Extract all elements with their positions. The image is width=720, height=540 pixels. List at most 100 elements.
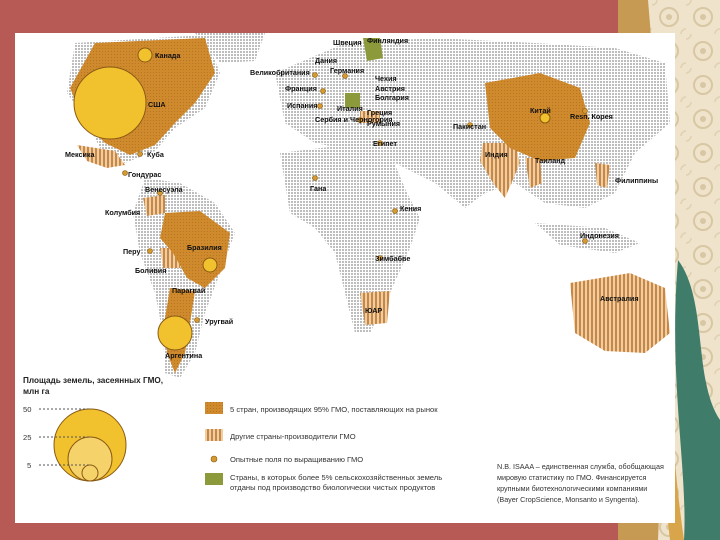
region-australia: [570, 273, 670, 353]
legend-swatch-other: [205, 429, 223, 441]
scale-title: Площадь земель, засеянных ГМО,: [23, 376, 163, 385]
label-australia: Австралия: [600, 294, 639, 303]
label-austria: Австрия: [375, 84, 405, 93]
region-thailand: [525, 158, 542, 188]
label-ghana: Гана: [310, 184, 327, 193]
label-cuba: Куба: [147, 150, 165, 159]
legend-swatch-major: [205, 402, 223, 414]
label-colombia: Колумбия: [105, 208, 140, 217]
dot-honduras: [122, 170, 128, 176]
label-indonesia: Индонезия: [580, 231, 619, 240]
dot-uruguay: [194, 317, 200, 323]
legend-text-other: Другие страны-производители ГМО: [230, 432, 356, 441]
region-india: [480, 143, 520, 198]
legend-swatch-organic: [205, 473, 223, 485]
region-romania: [360, 111, 380, 123]
gmo-area-circles: [73, 47, 551, 351]
note-line-4: (Bayer CropScience, Monsanto и Syngenta)…: [497, 495, 640, 504]
dot-korea: [582, 108, 588, 114]
label-kenya: Кения: [400, 204, 421, 213]
region-finland: [363, 38, 383, 61]
label-honduras: Гондурас: [128, 170, 161, 179]
dot-venezuela: [157, 190, 163, 196]
label-serbia: Сербия и Черногория: [315, 115, 393, 124]
label-canada: Канада: [155, 51, 181, 60]
label-italy: Италия: [337, 104, 363, 113]
region-china: [485, 73, 590, 161]
isaaa-note: N.B. ISAAA – единственная служба, обобща…: [497, 462, 664, 504]
label-venezuela: Венесуэла: [145, 185, 184, 194]
area-scale-legend: Площадь земель, засеянных ГМО, млн га 50…: [23, 376, 163, 482]
label-uruguay: Уругвай: [205, 317, 233, 326]
field-trial-dots: [122, 72, 588, 323]
label-philippines: Филиппины: [615, 176, 658, 185]
label-greece: Греция: [367, 108, 392, 117]
other-producers: [77, 111, 670, 353]
note-line-3: крупными биотехнологическими компаниями: [497, 484, 647, 493]
label-bulgaria: Болгария: [375, 93, 409, 102]
region-philippines: [595, 163, 610, 188]
legend-organic-line1: Страны, в которых более 5% сельскохозяйс…: [230, 473, 442, 482]
dot-spain: [317, 103, 323, 109]
region-mexico: [77, 145, 125, 168]
circle-argentina: [157, 315, 193, 351]
label-egypt: Египет: [373, 139, 397, 148]
label-denmark: Дания: [315, 56, 337, 65]
dot-france: [320, 88, 326, 94]
dot-peru: [147, 248, 153, 254]
label-korea: Resп. Корея: [570, 112, 613, 121]
scale-unit: млн га: [23, 387, 50, 396]
scale-tick-50: 50: [23, 405, 31, 414]
legend-organic-line2: отданы под производство биологически чис…: [230, 483, 435, 492]
label-france: Франция: [285, 84, 317, 93]
label-sweden: Швеция: [333, 38, 362, 47]
legend-text-organic: Страны, в которых более 5% сельскохозяйс…: [230, 473, 444, 492]
dot-uk: [312, 72, 318, 78]
dot-greece: [357, 117, 363, 123]
circle-canada: [137, 47, 153, 63]
dot-cuba: [137, 151, 143, 157]
circle-usa: [73, 66, 147, 140]
label-usa: США: [148, 100, 166, 109]
legend-text-major: 5 стран, производящих 95% ГМО, поставляю…: [230, 405, 438, 414]
indonesia-land: [535, 223, 640, 253]
dot-indonesia: [582, 238, 588, 244]
dot-egypt: [377, 140, 383, 146]
label-thailand: Таиланд: [535, 156, 566, 165]
note-line-2: мировую статистику по ГМО. Финансируется: [497, 473, 646, 482]
region-austria-italy: [345, 93, 360, 108]
label-argentina: Аргентина: [165, 351, 203, 360]
label-pakistan: Пакистан: [453, 122, 486, 131]
africa-land: [280, 145, 420, 333]
eurasia-land: [275, 38, 670, 208]
note-line-1: N.B. ISAAA – единственная служба, обобща…: [497, 462, 664, 471]
dot-ghana: [312, 175, 318, 181]
label-germany: Германия: [330, 66, 364, 75]
greenland-land: [195, 33, 265, 63]
gmo-world-map: Канада США Мексика Куба Гондурас Венесуэ…: [23, 33, 670, 504]
label-bolivia: Боливия: [135, 266, 166, 275]
country-labels: Канада США Мексика Куба Гондурас Венесуэ…: [65, 36, 658, 360]
dot-kenya: [392, 208, 398, 214]
label-czech: Чехия: [375, 74, 397, 83]
label-zimbabwe: Зимбабве: [375, 254, 410, 263]
label-uk: Великобритания: [250, 68, 310, 77]
dot-germany: [342, 73, 348, 79]
label-brazil: Бразилия: [187, 243, 222, 252]
label-romania: Румыния: [367, 119, 400, 128]
label-mexico: Мексика: [65, 150, 96, 159]
map-legend: 5 стран, производящих 95% ГМО, поставляю…: [205, 402, 444, 492]
scale-tick-25: 25: [23, 433, 31, 442]
label-finland: Финляндия: [367, 36, 408, 45]
label-sar: ЮАР: [365, 306, 382, 315]
legend-text-trials: Опытные поля по выращиванию ГМО: [230, 455, 363, 464]
legend-swatch-trials: [210, 455, 218, 463]
label-paraguay: Парагвай: [172, 286, 205, 295]
organic-regions: [345, 38, 383, 108]
label-peru: Перу: [123, 247, 140, 256]
map-slide: Канада США Мексика Куба Гондурас Венесуэ…: [15, 33, 675, 523]
region-south-africa: [360, 291, 390, 325]
scale-circle-5: [81, 464, 99, 482]
label-china: Китай: [530, 106, 551, 115]
dot-pakistan: [467, 122, 473, 128]
